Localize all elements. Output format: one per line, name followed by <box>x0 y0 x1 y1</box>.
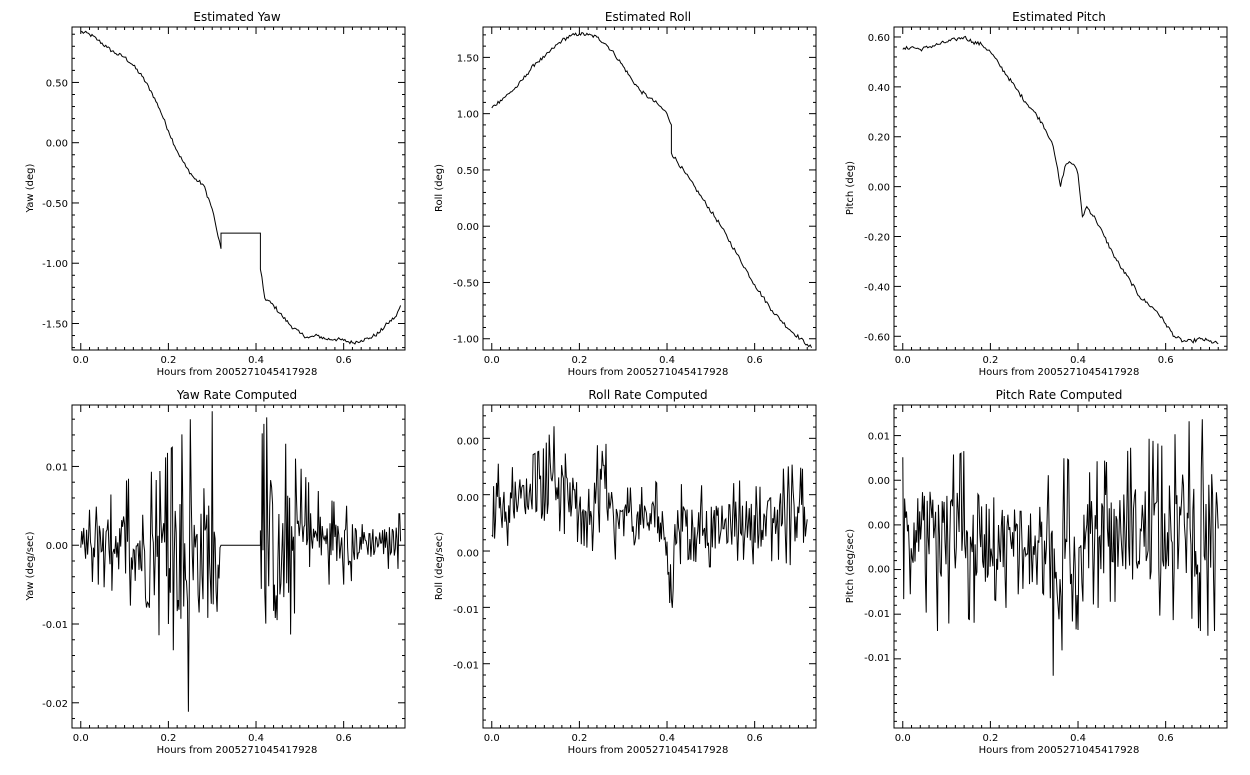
series-line-yaw <box>80 30 402 345</box>
x-tick-label: 0.4 <box>1070 355 1086 366</box>
y-axis-label: Roll (deg/sec) <box>434 532 445 600</box>
x-axis-label: Hours from 2005271045417928 <box>979 367 1140 378</box>
x-tick-label: 0.6 <box>1158 733 1174 744</box>
y-tick-label: 0.50 <box>46 78 68 89</box>
plot-area-pitch: 0.0 0.2 0.4 0.6 0.60 0.40 0.20 0.00 -0.20 -0.40 -0… <box>864 26 1228 366</box>
y-tick-label: -0.40 <box>864 282 890 293</box>
y-tick-label: 0.00 <box>868 521 890 532</box>
x-tick-label: 0.4 <box>659 355 675 366</box>
y-tick-label: 0.00 <box>868 564 890 575</box>
y-tick-label: -0.01 <box>453 605 479 616</box>
x-tick-label: 0.2 <box>982 355 998 366</box>
y-tick-label: -0.01 <box>864 653 890 664</box>
x-tick-label: 0.0 <box>484 733 500 744</box>
y-axis-label: Pitch (deg) <box>845 161 856 215</box>
plot-area-roll-rate: 0.0 0.2 0.4 0.6 0.00 0.00 0.00 -0.01 -0.01 <box>453 404 817 744</box>
y-tick-label: -1.00 <box>453 335 479 346</box>
y-tick-label: 0.00 <box>46 139 68 150</box>
x-axis-label: Hours from 2005271045417928 <box>568 367 729 378</box>
panel-pitch: Estimated Pitch Hours from 2005271045417… <box>845 10 1139 378</box>
y-tick-label: -0.50 <box>453 278 479 289</box>
chart-title: Estimated Pitch <box>1012 10 1106 24</box>
chart-title: Yaw Rate Computed <box>176 388 297 402</box>
y-tick-label: -1.50 <box>42 319 68 330</box>
chart-title: Estimated Yaw <box>193 10 280 24</box>
y-tick-label: 0.01 <box>868 431 890 442</box>
y-axis-label: Roll (deg) <box>434 164 445 212</box>
plot-area-pitch-rate: 0.0 0.2 0.4 0.6 0.01 0.00 0.00 0.00 -0.01 -0.01 <box>864 404 1228 744</box>
x-axis-label: Hours from 2005271045417928 <box>157 367 318 378</box>
plot-area-yaw-rate: 0.0 0.2 0.4 0.6 0.01 0.00 -0.01 -0.02 <box>42 404 406 744</box>
x-axis-label: Hours from 2005271045417928 <box>568 745 729 756</box>
y-tick-label: 0.20 <box>868 133 890 144</box>
y-tick-label: 0.60 <box>868 33 890 44</box>
y-axis-label: Yaw (deg/sec) <box>25 531 36 601</box>
series-line-pitch <box>902 35 1219 345</box>
series-line-roll-rate <box>491 426 808 608</box>
panel-roll: Estimated Roll Hours from 20052710454179… <box>434 10 728 378</box>
y-tick-label: 0.50 <box>457 166 479 177</box>
x-axis-label: Hours from 2005271045417928 <box>157 745 318 756</box>
panel-roll-rate: Roll Rate Computed Hours from 2005271045… <box>434 388 728 756</box>
x-tick-label: 0.0 <box>73 355 89 366</box>
y-tick-label: 0.00 <box>457 549 479 560</box>
x-tick-label: 0.0 <box>895 355 911 366</box>
x-tick-label: 0.6 <box>1158 355 1174 366</box>
plot-area-roll: 0.0 0.2 0.4 0.6 1.50 1.00 0.50 0.00 -0.50 -1.00 <box>453 26 817 366</box>
x-axis-label: Hours from 2005271045417928 <box>979 745 1140 756</box>
x-tick-label: 0.6 <box>336 355 352 366</box>
y-tick-label: -0.01 <box>864 609 890 620</box>
y-tick-label: -0.02 <box>42 699 68 710</box>
x-tick-label: 0.6 <box>747 733 763 744</box>
y-tick-label: 0.00 <box>457 493 479 504</box>
y-tick-label: -0.20 <box>864 233 890 244</box>
y-tick-label: 0.00 <box>868 476 890 487</box>
series-line-roll <box>491 31 813 348</box>
series-line-yaw-rate <box>80 411 402 712</box>
panel-yaw: Estimated Yaw Hours from 200527104541792… <box>25 10 317 378</box>
panel-pitch-rate: Pitch Rate Computed Hours from 200527104… <box>845 388 1139 756</box>
x-tick-label: 0.4 <box>1070 733 1086 744</box>
x-tick-label: 0.6 <box>336 733 352 744</box>
y-axis-label: Pitch (deg/sec) <box>845 529 856 604</box>
chart-title: Roll Rate Computed <box>588 388 707 402</box>
plot-area-yaw: 0.0 0.2 0.4 0.6 0.50 0.00 -0.50 -1.00 -1.50 <box>42 26 406 366</box>
x-tick-label: 0.4 <box>248 733 264 744</box>
x-tick-label: 0.2 <box>160 355 176 366</box>
y-tick-label: -0.01 <box>42 620 68 631</box>
y-tick-label: -0.50 <box>42 199 68 210</box>
series-line-pitch-rate <box>902 419 1219 676</box>
y-tick-label: 0.00 <box>868 183 890 194</box>
y-tick-label: 1.00 <box>457 110 479 121</box>
x-tick-label: 0.0 <box>484 355 500 366</box>
y-tick-label: -1.00 <box>42 259 68 270</box>
x-tick-label: 0.6 <box>747 355 763 366</box>
y-tick-label: 0.00 <box>457 222 479 233</box>
x-tick-label: 0.2 <box>571 355 587 366</box>
chart-title: Estimated Roll <box>605 10 691 24</box>
y-tick-label: 0.40 <box>868 83 890 94</box>
chart-title: Pitch Rate Computed <box>996 388 1123 402</box>
x-tick-label: 0.2 <box>982 733 998 744</box>
y-tick-label: 0.00 <box>457 437 479 448</box>
panel-yaw-rate: Yaw Rate Computed Hours from 20052710454… <box>25 388 317 756</box>
x-tick-label: 0.2 <box>571 733 587 744</box>
x-tick-label: 0.4 <box>248 355 264 366</box>
x-tick-label: 0.4 <box>659 733 675 744</box>
y-tick-label: 0.01 <box>46 462 68 473</box>
x-tick-label: 0.0 <box>73 733 89 744</box>
y-axis-label: Yaw (deg) <box>25 163 36 213</box>
y-tick-label: 1.50 <box>457 53 479 64</box>
x-tick-label: 0.0 <box>895 733 911 744</box>
y-tick-label: -0.01 <box>453 661 479 672</box>
y-tick-label: -0.60 <box>864 332 890 343</box>
y-tick-label: 0.00 <box>46 541 68 552</box>
x-tick-label: 0.2 <box>160 733 176 744</box>
